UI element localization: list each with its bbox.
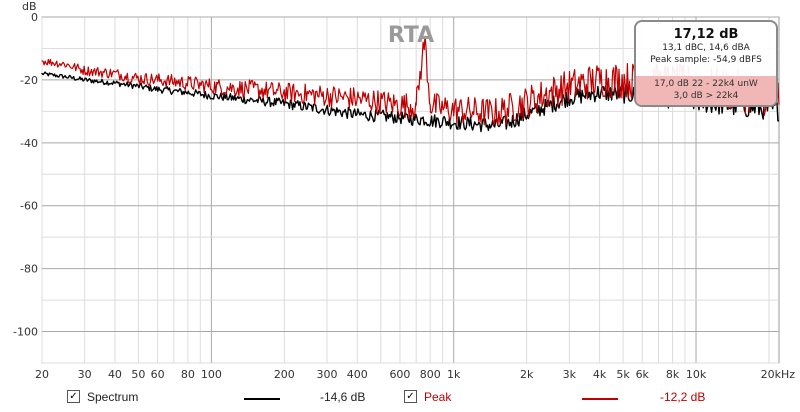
x-tick-label: 2k (520, 368, 534, 381)
peak-label: Peak (424, 390, 452, 404)
spectrum-value: -14,6 dB (320, 390, 366, 404)
grid-lines (41, 16, 779, 364)
weighted-levels: 13,1 dBC, 14,6 dBA (662, 43, 750, 53)
y-axis-label: dB (22, 0, 37, 13)
x-tick-label: 4k (593, 368, 607, 381)
spectrum-line-swatch (244, 398, 280, 400)
x-tick-label: 40 (108, 368, 122, 381)
legend: ✓ Spectrum -14,6 dB ✓ Peak -12,2 dB (0, 384, 800, 412)
total-level: 17,12 dB (673, 27, 739, 42)
x-tick-label: 200 (274, 368, 295, 381)
y-tick-label: -20 (20, 74, 38, 87)
x-tick-label: 30 (78, 368, 92, 381)
x-tick-label: 600 (389, 368, 410, 381)
y-tick-label: -100 (13, 326, 38, 339)
x-tick-label: 3k (563, 368, 577, 381)
spectrum-label: Spectrum (87, 390, 139, 404)
band-level-unweighted: 17,0 dB 22 - 22k4 unW (654, 79, 758, 89)
x-tick-label: 50 (131, 368, 145, 381)
peak-checkbox[interactable]: ✓ (404, 390, 417, 403)
tick-labels: 0 -20 -40 -60 -80 -100 20 30 40 50 60 80 100 200 300 40… (13, 11, 795, 381)
x-tick-label: 10k (686, 368, 707, 381)
x-tick-label: 1k (447, 368, 461, 381)
chart-title: RTA (388, 23, 434, 48)
band-levels: 17,0 dB 22 - 22k4 unW 3,0 dB > 22k4 (636, 76, 776, 105)
peak-line-swatch (582, 398, 618, 400)
peak-sample: Peak sample: -54,9 dBFS (650, 55, 762, 65)
x-tick-label: 8k (666, 368, 680, 381)
x-tick-label: 100 (201, 368, 222, 381)
x-tick-label: 5k (616, 368, 630, 381)
x-tick-label: 20kHz (761, 368, 796, 381)
peak-value: -12,2 dB (660, 390, 706, 404)
spectrum-checkbox[interactable]: ✓ (67, 390, 80, 403)
x-tick-label: 80 (181, 368, 195, 381)
x-tick-label: 6k (636, 368, 650, 381)
x-tick-label: 800 (420, 368, 441, 381)
y-tick-label: -80 (20, 263, 38, 276)
x-tick-label: 20 (35, 368, 49, 381)
y-tick-label: -60 (20, 200, 38, 213)
level-info-box: 17,12 dB 13,1 dBC, 14,6 dBA Peak sample:… (634, 20, 778, 107)
x-tick-label: 300 (316, 368, 337, 381)
x-tick-label: 60 (151, 368, 165, 381)
y-tick-label: -40 (20, 137, 38, 150)
x-tick-label: 400 (347, 368, 368, 381)
band-level-above: 3,0 dB > 22k4 (673, 91, 739, 101)
y-tick-label: 0 (31, 11, 38, 24)
